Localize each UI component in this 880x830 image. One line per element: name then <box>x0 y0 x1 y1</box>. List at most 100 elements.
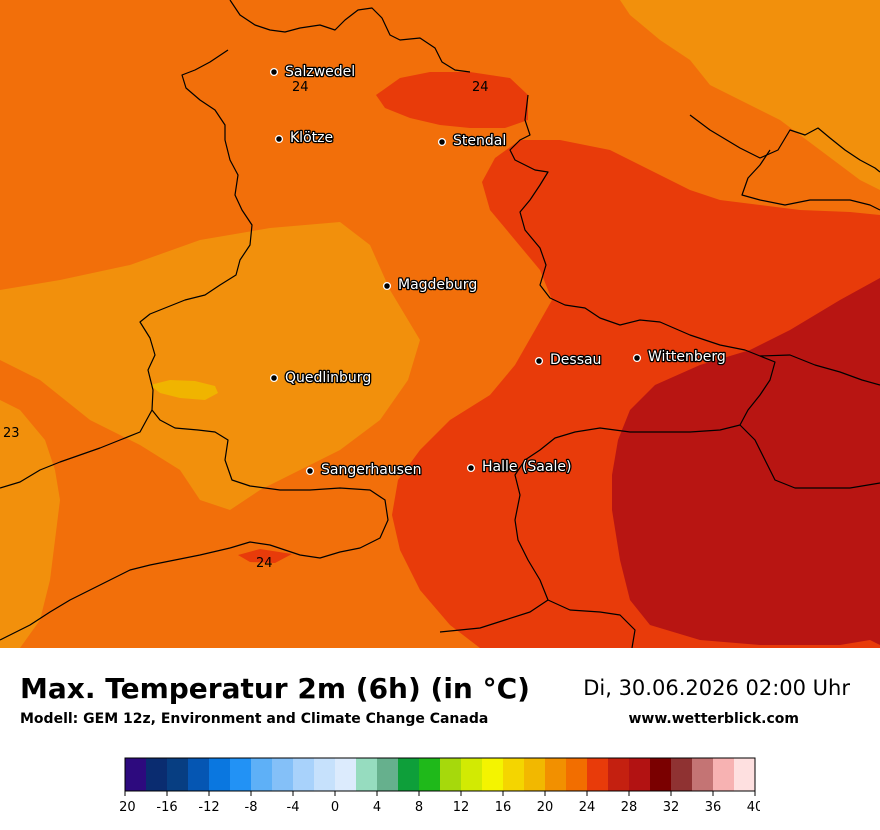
isotherm-label: 24 <box>292 80 309 95</box>
colorbar-segment <box>251 758 273 791</box>
city-label: Salzwedel <box>285 64 355 80</box>
warm-area-stendal <box>376 72 528 128</box>
colorbar-segment <box>209 758 231 791</box>
cooler-area-northeast <box>620 0 880 190</box>
map-canvas: Salzwedel Klötze Stendal Magdeburg Dessa… <box>0 0 880 648</box>
isotherm-label: 23 <box>3 426 20 441</box>
city-label: Wittenberg <box>648 349 726 365</box>
city-label: Quedlinburg <box>285 370 371 386</box>
colorbar-tick-label: 20 <box>537 800 554 815</box>
border-saxony-east <box>759 354 880 386</box>
colorbar-segment <box>188 758 210 791</box>
colorbar-segment <box>419 758 441 791</box>
city-label: Sangerhausen <box>321 462 421 478</box>
city-dot-icon <box>269 373 279 383</box>
colorbar-segment <box>398 758 420 791</box>
colorbar-segment <box>335 758 357 791</box>
colorbar-tick-label: 24 <box>579 800 596 815</box>
border-saxony-anhalt-west <box>139 49 389 559</box>
city-dot-icon <box>382 281 392 291</box>
colorbar-tick-label: 4 <box>373 800 381 815</box>
colorbar-segment <box>713 758 735 791</box>
border-lower-saxony-north <box>229 0 471 73</box>
colorbar-segment <box>146 758 168 791</box>
city-dot-icon <box>269 67 279 77</box>
border-saxony-anhalt-east <box>509 94 776 648</box>
colorbar-segment <box>545 758 567 791</box>
colorbar-tick-label: -8 <box>245 800 258 815</box>
colorbar-segment <box>608 758 630 791</box>
colorbar-tick-label: -12 <box>198 800 219 815</box>
colorbar-tick-label: -20 <box>120 800 136 815</box>
colorbar-segment <box>293 758 315 791</box>
map-title: Max. Temperatur 2m (6h) (in °C) <box>20 672 530 705</box>
border-saxony-south <box>439 599 549 633</box>
city-label: Dessau <box>550 352 601 368</box>
border-brandenburg-inner <box>741 149 880 211</box>
city-dot-icon <box>466 463 476 473</box>
colorbar-segment <box>125 758 147 791</box>
colorbar-segment <box>167 758 189 791</box>
temperature-map: Salzwedel Klötze Stendal Magdeburg Dessa… <box>0 0 880 648</box>
city-stendal: Stendal <box>437 132 508 150</box>
colorbar-segment <box>566 758 588 791</box>
colorbar-frame <box>124 757 756 792</box>
colorbar-tick-label: 16 <box>495 800 512 815</box>
hot-area-east <box>612 278 880 645</box>
city-salzwedel: Salzwedel <box>269 63 356 81</box>
colorbar-segment <box>503 758 525 791</box>
colorbar-tick-label: 32 <box>663 800 680 815</box>
city-wittenberg: Wittenberg <box>632 348 727 366</box>
colorbar-segment <box>230 758 252 791</box>
colorbar-segment <box>629 758 651 791</box>
forecast-datetime: Di, 30.06.2026 02:00 Uhr <box>583 676 850 700</box>
colorbar-tick-label: 12 <box>453 800 470 815</box>
colorbar-tick-label: 8 <box>415 800 423 815</box>
colorbar-segment <box>734 758 756 791</box>
city-dot-icon <box>274 134 284 144</box>
cooler-area-west-center <box>0 222 420 510</box>
isotherm-label: 24 <box>472 80 489 95</box>
isotherm-label: 24 <box>256 556 273 571</box>
colorbar-segment <box>482 758 504 791</box>
colorbar-tick-label: 36 <box>705 800 722 815</box>
temperature-colorbar: -20 -16 -12 -8 -4 0 4 8 12 16 20 24 28 32 36 40 <box>120 756 760 822</box>
city-dot-icon <box>632 353 642 363</box>
cooler-spot-quedlinburg <box>150 380 218 400</box>
colorbar-segment <box>356 758 378 791</box>
colorbar-segment <box>692 758 714 791</box>
colorbar-segment <box>461 758 483 791</box>
model-source: Modell: GEM 12z, Environment and Climate… <box>20 711 489 727</box>
city-halle: Halle (Saale) <box>466 458 573 476</box>
colorbar-segment <box>587 758 609 791</box>
map-footer: Max. Temperatur 2m (6h) (in °C) Modell: … <box>0 648 880 830</box>
colorbar-tick-label: 40 <box>747 800 760 815</box>
city-quedlinburg: Quedlinburg <box>269 369 373 387</box>
colorbar-segment <box>650 758 672 791</box>
colorbar-segment <box>314 758 336 791</box>
city-label: Magdeburg <box>398 277 477 293</box>
border-thuringia-south <box>0 547 231 641</box>
colorbar-segment <box>440 758 462 791</box>
colorbar-segment <box>671 758 693 791</box>
colorbar-canvas: -20 -16 -12 -8 -4 0 4 8 12 16 20 24 28 32 36 40 <box>120 757 760 815</box>
state-borders <box>0 0 880 648</box>
city-dot-icon <box>534 356 544 366</box>
colorbar-tick-label: -4 <box>287 800 300 815</box>
colorbar-tick-label: 0 <box>331 800 339 815</box>
city-markers: Salzwedel Klötze Stendal Magdeburg Dessa… <box>269 63 727 479</box>
city-label: Halle (Saale) <box>482 459 571 475</box>
city-dot-icon <box>437 137 447 147</box>
isotherm-labels: 24 24 23 24 <box>3 80 489 571</box>
city-label: Stendal <box>453 133 506 149</box>
city-label: Klötze <box>290 130 333 146</box>
colorbar-tick-label: 28 <box>621 800 638 815</box>
border-south-east <box>739 424 880 489</box>
warm-spot-south <box>238 549 292 563</box>
website-credit: www.wetterblick.com <box>628 711 800 727</box>
city-sangerhausen: Sangerhausen <box>305 461 423 479</box>
colorbar-segment <box>377 758 399 791</box>
colorbar-segment <box>272 758 294 791</box>
city-kloetze: Klötze <box>274 129 334 147</box>
city-dot-icon <box>305 466 315 476</box>
